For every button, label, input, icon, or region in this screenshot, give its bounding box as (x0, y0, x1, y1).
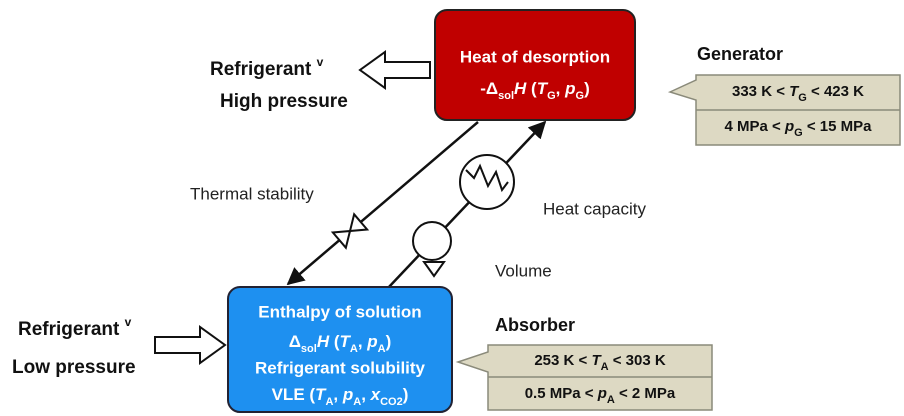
hollow-arrow (358, 50, 431, 90)
formula-part: H (317, 332, 330, 351)
formula-part: , (361, 385, 370, 404)
condition-part: < 423 K (807, 83, 864, 100)
formula-part: , (358, 332, 367, 351)
condition: 253 K < TA < 303 K (534, 352, 666, 373)
formula-part: p (564, 79, 575, 98)
property-label: Heat capacity (543, 199, 646, 218)
condition-sub: A (601, 361, 609, 373)
condition-part: 0.5 MPa < (525, 385, 598, 402)
formula-part: -Δ (480, 79, 498, 98)
condition-part: p (784, 118, 794, 135)
formula-part: H (514, 79, 527, 98)
formula-sub: G (576, 90, 585, 102)
condition-part: 333 K < (732, 83, 789, 100)
label-part: Refrigerant (18, 319, 125, 340)
hollow-arrow (154, 325, 227, 365)
property-label: Thermal stability (190, 184, 314, 203)
formula-part: p (366, 332, 377, 351)
valve (330, 212, 370, 250)
pressure-label: Low pressure (12, 357, 136, 378)
formula-part: ) (403, 385, 409, 404)
pressure-label: High pressure (220, 91, 348, 112)
formula-sub: A (378, 343, 386, 355)
formula-sub: A (353, 396, 361, 408)
pump (412, 221, 452, 278)
flow-line (286, 121, 479, 286)
condition-part: 4 MPa < (725, 118, 785, 135)
box-line: Refrigerant solubility (255, 358, 426, 377)
formula-sub: A (325, 396, 333, 408)
heat-exchanger (459, 154, 515, 210)
flow-line (387, 120, 547, 289)
label-part: Refrigerant (210, 59, 317, 80)
absorber-box (227, 286, 453, 413)
formula-sub: sol (498, 90, 514, 102)
formula-part: p (342, 385, 353, 404)
box-title: Heat of desorption (460, 47, 610, 66)
formula-part: ) (386, 332, 392, 351)
box-formula: VLE (TA, pA, xCO2) (272, 385, 409, 407)
formula-part: ) (584, 79, 590, 98)
formula-part: T (339, 332, 351, 351)
label-sup: v (125, 315, 132, 329)
condition-part: T (789, 83, 800, 100)
condition-part: p (597, 385, 607, 402)
box-formula: -ΔsolH (TG, pG) (480, 79, 590, 101)
condition-sub: A (607, 394, 615, 406)
formula-sub: sol (301, 343, 317, 355)
refrigerant-label: Refrigerant v (210, 55, 324, 80)
condition: 0.5 MPa < pA < 2 MPa (525, 385, 676, 406)
formula-part: ( (329, 332, 340, 351)
condition-sub: G (794, 127, 803, 139)
formula-part: T (315, 385, 327, 404)
formula-part: x (370, 385, 382, 404)
condition-part: < 303 K (609, 352, 666, 369)
condition-part: T (591, 352, 602, 369)
absorber-label: Absorber (495, 315, 575, 335)
generator-box (434, 9, 636, 121)
formula-sub: CO2 (380, 396, 403, 408)
condition-part: < 2 MPa (615, 385, 676, 402)
label-sup: v (317, 55, 324, 69)
condition: 333 K < TG < 423 K (732, 83, 864, 104)
refrigerant-label: Refrigerant v (18, 315, 132, 340)
condition-part: < 15 MPa (803, 118, 872, 135)
property-label: Volume (495, 261, 552, 280)
formula-part: , (556, 79, 565, 98)
formula-part: , (333, 385, 342, 404)
formula-part: T (537, 79, 549, 98)
condition: 4 MPa < pG < 15 MPa (725, 118, 873, 139)
box-formula: ΔsolH (TA, pA) (289, 332, 392, 354)
formula-sub: G (547, 90, 556, 102)
box-title: Enthalpy of solution (258, 302, 421, 321)
formula-sub: A (350, 343, 358, 355)
formula-part: Δ (289, 332, 301, 351)
formula-part: VLE ( (272, 385, 316, 404)
generator-label: Generator (697, 44, 783, 64)
condition-sub: G (798, 92, 807, 104)
formula-part: ( (526, 79, 537, 98)
condition-part: 253 K < (534, 352, 591, 369)
